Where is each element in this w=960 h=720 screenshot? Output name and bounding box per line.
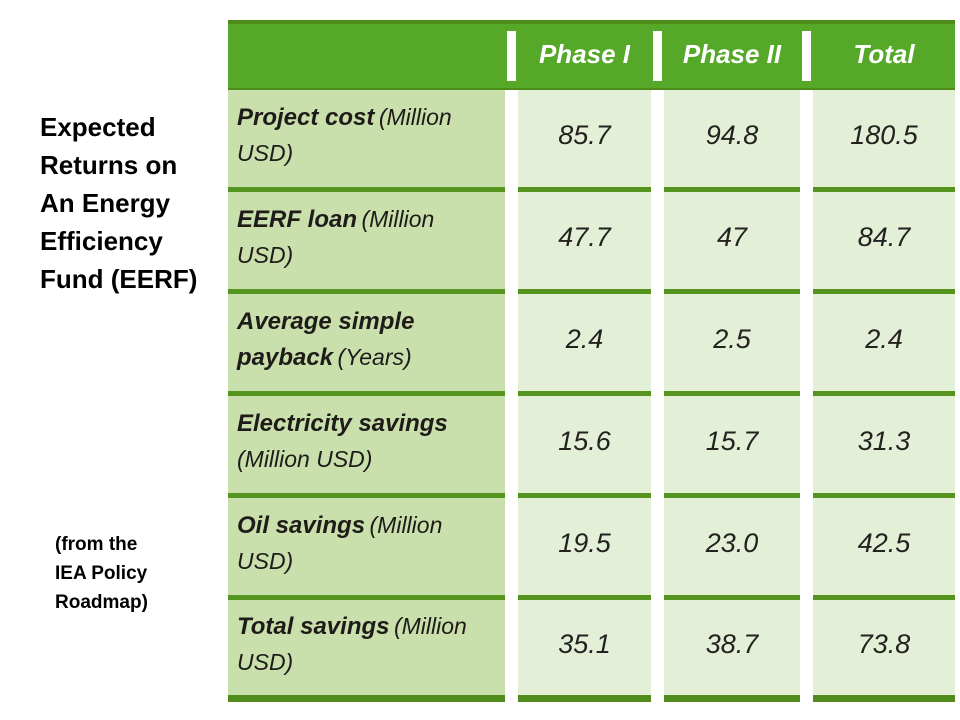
slide-title: Expected Returns on An Energy Efficiency…	[40, 108, 225, 298]
row-unit: (Million USD)	[237, 205, 435, 268]
row-label-cell: EERF loan (Million USD)	[228, 192, 505, 294]
source-caption-line: Roadmap)	[55, 592, 148, 613]
row-unit: (Million USD)	[237, 103, 452, 166]
value-cell: 84.7	[813, 192, 955, 294]
column-header-total: Total	[853, 38, 915, 69]
value-cell: 180.5	[813, 90, 955, 192]
row-label-cell: Total savings (Million USD)	[228, 600, 505, 702]
row-label: Project cost	[237, 103, 375, 131]
value-cell: 2.4	[518, 294, 651, 396]
value-cell: 38.7	[664, 600, 800, 702]
table-row-project-cost: Project cost (Million USD) 85.7 94.8 180…	[228, 90, 955, 192]
row-unit: (Years)	[337, 343, 412, 370]
source-caption-line: (from the	[55, 534, 138, 555]
source-caption: (from the IEA Policy Roadmap)	[55, 530, 225, 617]
row-label: Total savings	[237, 612, 390, 640]
value-cell: 2.5	[664, 294, 800, 396]
row-label-cell: Oil savings (Million USD)	[228, 498, 505, 600]
slide-title-line: Fund (EERF)	[40, 264, 198, 294]
table-row-total-savings: Total savings (Million USD) 35.1 38.7 73…	[228, 600, 955, 702]
table-body: Project cost (Million USD) 85.7 94.8 180…	[228, 90, 955, 702]
value-cell: 2.4	[813, 294, 955, 396]
slide-title-line: Returns on	[40, 150, 178, 180]
table-row-oil-savings: Oil savings (Million USD) 19.5 23.0 42.5	[228, 498, 955, 600]
slide-title-line: Expected	[40, 112, 156, 142]
table-row-average-simple-payback: Average simple payback (Years) 2.4 2.5 2…	[228, 294, 955, 396]
value-cell: 15.7	[664, 396, 800, 498]
row-unit: (Million USD)	[237, 612, 467, 675]
value-cell: 73.8	[813, 600, 955, 702]
table-row-electricity-savings: Electricity savings (Million USD) 15.6 1…	[228, 396, 955, 498]
table-header-row: Phase I Phase II Total	[228, 24, 955, 90]
value-cell: 85.7	[518, 90, 651, 192]
row-unit: (Million USD)	[237, 445, 373, 472]
row-unit: (Million USD)	[237, 511, 443, 574]
value-cell: 42.5	[813, 498, 955, 600]
header-separator	[507, 31, 516, 81]
row-label: Oil savings	[237, 511, 366, 539]
value-cell: 15.6	[518, 396, 651, 498]
value-cell: 47.7	[518, 192, 651, 294]
row-label: Average simple payback	[237, 307, 415, 371]
header-separator	[653, 31, 662, 81]
slide-title-line: An Energy	[40, 188, 171, 218]
header-separator	[802, 31, 811, 81]
value-cell: 94.8	[664, 90, 800, 192]
table-row-eerf-loan: EERF loan (Million USD) 47.7 47 84.7	[228, 192, 955, 294]
slide-title-line: Efficiency	[40, 226, 163, 256]
row-label-cell: Project cost (Million USD)	[228, 90, 505, 192]
eerf-returns-table: Phase I Phase II Total Project cost (Mil…	[228, 20, 955, 702]
value-cell: 35.1	[518, 600, 651, 702]
value-cell: 23.0	[664, 498, 800, 600]
value-cell: 47	[664, 192, 800, 294]
source-caption-line: IEA Policy	[55, 563, 148, 584]
row-label-cell: Electricity savings (Million USD)	[228, 396, 505, 498]
column-header-phase-2: Phase II	[682, 38, 782, 69]
value-cell: 19.5	[518, 498, 651, 600]
row-label: Electricity savings	[237, 409, 448, 437]
column-header-phase-1: Phase I	[538, 38, 631, 69]
table-top-border	[228, 20, 955, 24]
row-label: EERF loan	[237, 205, 358, 233]
row-label-cell: Average simple payback (Years)	[228, 294, 505, 396]
value-cell: 31.3	[813, 396, 955, 498]
